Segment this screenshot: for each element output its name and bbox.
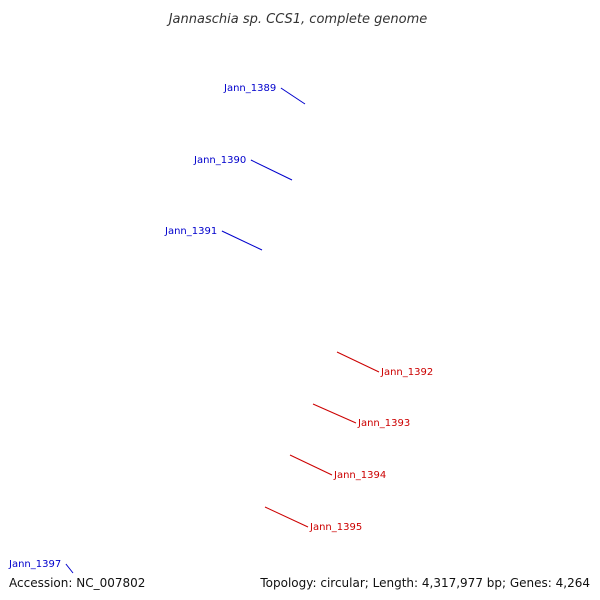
map-title: Jannaschia sp. CCS1, complete genome	[166, 12, 428, 27]
kbp-ruler: 1358 kbp1359 kbp1360 kbp1361 kbp1362 kbp…	[0, 0, 600, 564]
gene-labels: Jann_1389 Jann_1390 Jann_1391 Jann_1392 Jann…	[8, 83, 433, 574]
gene-label: Jann_1389	[223, 83, 276, 94]
gene-label-leader	[221, 230, 263, 251]
gene-label: Jann_1392	[380, 367, 433, 378]
gene-label-leader	[65, 563, 74, 574]
gene-label: Jann_1390	[193, 155, 246, 166]
gene-label: Jann_1391	[164, 226, 217, 237]
gene-label-leader	[336, 351, 380, 373]
gene-label-leader	[250, 159, 293, 181]
accession-text: Accession: NC_007802	[9, 576, 145, 590]
gene-label: Jann_1393	[357, 418, 410, 429]
gene-label: Jann_1394	[333, 470, 386, 481]
gene-label: Jann_1395	[309, 522, 362, 533]
gene-label-leader	[264, 506, 309, 528]
gene-label-leader	[280, 87, 306, 105]
topology-summary: Topology: circular; Length: 4,317,977 bp…	[259, 576, 590, 590]
gene-label-leader	[289, 454, 333, 476]
gene-label: Jann_1397	[8, 559, 61, 570]
gene-label-leader	[312, 403, 357, 424]
